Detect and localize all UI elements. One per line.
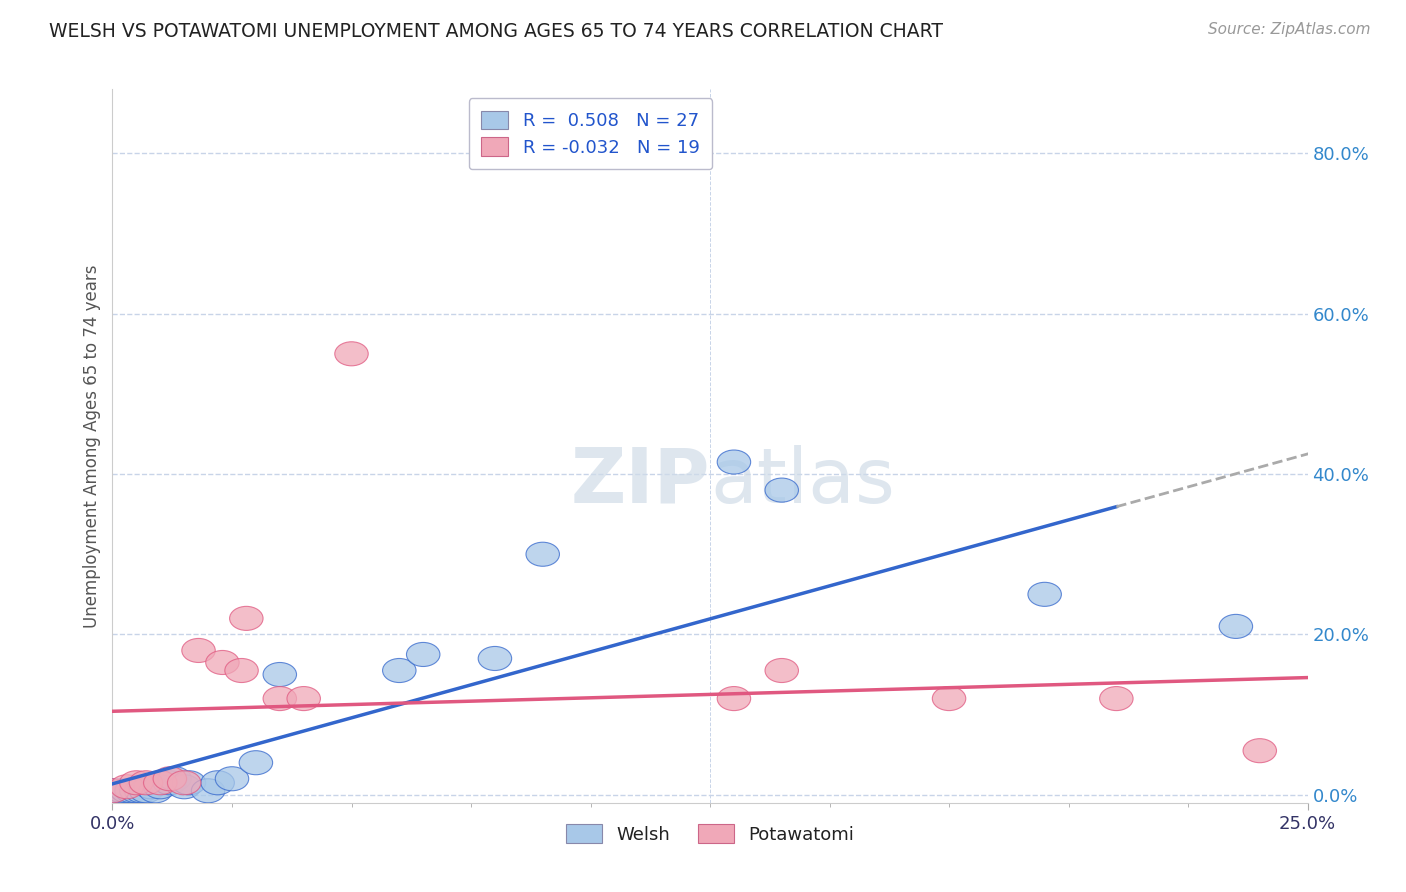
- Text: ZIP: ZIP: [571, 445, 710, 518]
- Text: WELSH VS POTAWATOMI UNEMPLOYMENT AMONG AGES 65 TO 74 YEARS CORRELATION CHART: WELSH VS POTAWATOMI UNEMPLOYMENT AMONG A…: [49, 22, 943, 41]
- Y-axis label: Unemployment Among Ages 65 to 74 years: Unemployment Among Ages 65 to 74 years: [83, 264, 101, 628]
- Legend: Welsh, Potawatomi: Welsh, Potawatomi: [560, 817, 860, 851]
- Text: Source: ZipAtlas.com: Source: ZipAtlas.com: [1208, 22, 1371, 37]
- Text: atlas: atlas: [710, 445, 894, 518]
